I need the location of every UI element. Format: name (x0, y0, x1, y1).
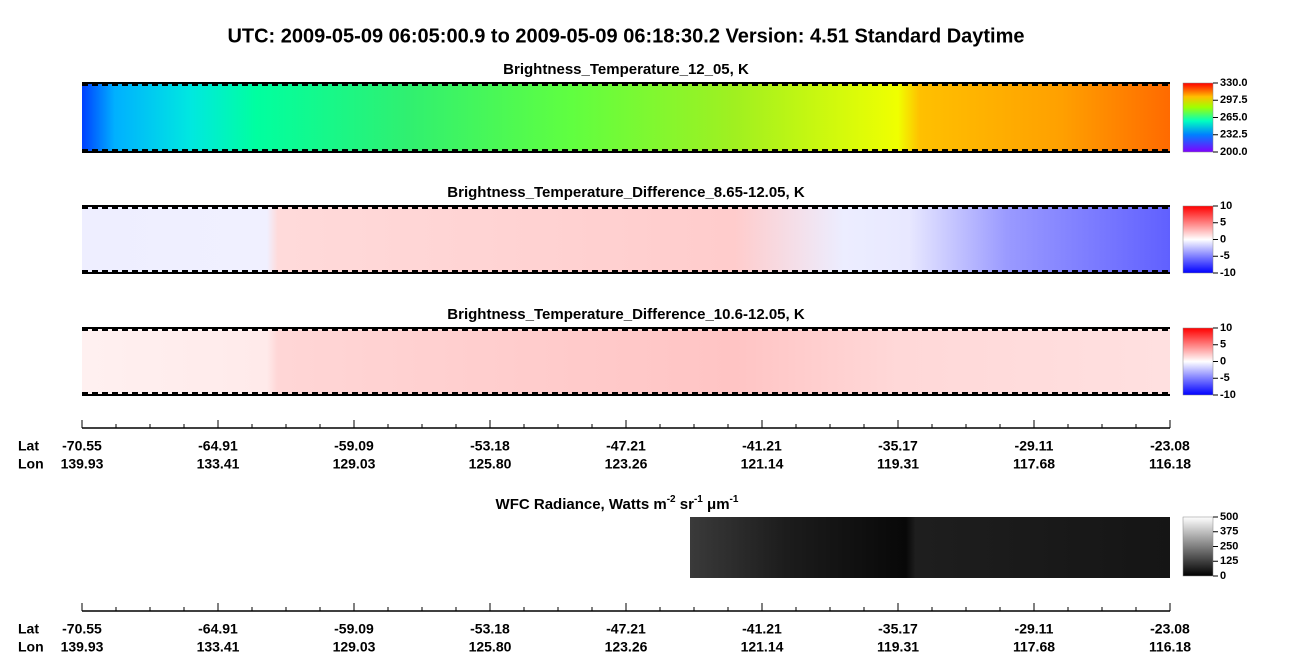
colorbar-label: 330.0 (1220, 77, 1248, 89)
lon-value: 121.14 (741, 456, 784, 472)
lat-value: -47.21 (606, 438, 646, 454)
lon-value: 133.41 (197, 639, 240, 655)
panel-title: Brightness_Temperature_12_05, K (503, 61, 749, 78)
colorbar (1182, 327, 1214, 396)
colorbar-label: 10 (1220, 200, 1232, 212)
heatmap (82, 83, 1170, 152)
page-title: UTC: 2009-05-09 06:05:00.9 to 2009-05-09… (227, 25, 1024, 47)
lon-value: 117.68 (1013, 456, 1055, 472)
lon-label: Lon (18, 639, 44, 655)
lat-value: -41.21 (742, 621, 782, 637)
lat-value: -41.21 (742, 438, 782, 454)
lon-value: 117.68 (1013, 639, 1055, 655)
colorbar-label: 0 (1220, 570, 1226, 582)
colorbar-label: 500 (1220, 511, 1238, 523)
radiance-image (690, 517, 1170, 578)
colorbar-label: -5 (1220, 250, 1230, 262)
lon-value: 123.26 (605, 639, 648, 655)
lat-value: -64.91 (198, 621, 238, 637)
lat-value: -35.17 (878, 438, 918, 454)
panel-title: Brightness_Temperature_Difference_10.6-1… (447, 306, 805, 323)
lon-value: 123.26 (605, 456, 648, 472)
lat-value: -59.09 (334, 621, 374, 637)
lon-value: 129.03 (333, 456, 376, 472)
lat-value: -70.55 (62, 438, 102, 454)
lat-value: -70.55 (62, 621, 102, 637)
panel-title: WFC Radiance, Watts m-2 sr-1 μm-1 (496, 494, 739, 513)
colorbar-label: -10 (1220, 267, 1236, 279)
lat-value: -59.09 (334, 438, 374, 454)
colorbar-label: 125 (1220, 555, 1238, 567)
title-part: -1 (694, 494, 703, 505)
lon-value: 125.80 (469, 456, 512, 472)
lon-value: 121.14 (741, 639, 784, 655)
colorbar-label: 5 (1220, 339, 1226, 351)
lon-value: 139.93 (61, 456, 104, 472)
title-part: WFC Radiance, Watts m (496, 496, 667, 513)
colorbar-label: 265.0 (1220, 111, 1248, 123)
colorbar (1182, 205, 1214, 274)
colorbar-label: 0 (1220, 355, 1226, 367)
lat-label: Lat (18, 438, 39, 454)
lon-value: 129.03 (333, 639, 376, 655)
lon-value: 139.93 (61, 639, 104, 655)
colorbar-label: -5 (1220, 372, 1230, 384)
lat-value: -23.08 (1150, 438, 1190, 454)
colorbar-label: 200.0 (1220, 146, 1248, 158)
lat-label: Lat (18, 621, 39, 637)
lon-label: Lon (18, 456, 44, 472)
colorbar (1182, 82, 1214, 153)
title-part: sr (676, 496, 695, 513)
lat-value: -47.21 (606, 621, 646, 637)
heatmap (82, 328, 1170, 395)
colorbar-label: 375 (1220, 526, 1238, 538)
colorbar-label: 250 (1220, 540, 1238, 552)
lon-value: 116.18 (1149, 456, 1191, 472)
lat-value: -29.11 (1015, 621, 1054, 637)
lat-value: -64.91 (198, 438, 238, 454)
title-part: μm (703, 496, 730, 513)
lat-value: -35.17 (878, 621, 918, 637)
colorbar-label: 0 (1220, 233, 1226, 245)
lon-value: 116.18 (1149, 639, 1191, 655)
lon-value: 133.41 (197, 456, 240, 472)
lat-value: -53.18 (470, 438, 510, 454)
title-part: -2 (667, 494, 676, 505)
colorbar-label: -10 (1220, 389, 1236, 401)
colorbar-label: 232.5 (1220, 129, 1248, 141)
colorbar (1182, 516, 1214, 577)
lon-value: 119.31 (877, 456, 919, 472)
lat-value: -29.11 (1015, 438, 1054, 454)
lat-value: -53.18 (470, 621, 510, 637)
panel-title: Brightness_Temperature_Difference_8.65-1… (447, 184, 805, 201)
colorbar-label: 297.5 (1220, 94, 1248, 106)
heatmap (82, 206, 1170, 273)
title-part: -1 (730, 494, 739, 505)
lon-value: 119.31 (877, 639, 919, 655)
lon-value: 125.80 (469, 639, 512, 655)
colorbar-label: 5 (1220, 217, 1226, 229)
colorbar-label: 10 (1220, 322, 1232, 334)
lat-value: -23.08 (1150, 621, 1190, 637)
